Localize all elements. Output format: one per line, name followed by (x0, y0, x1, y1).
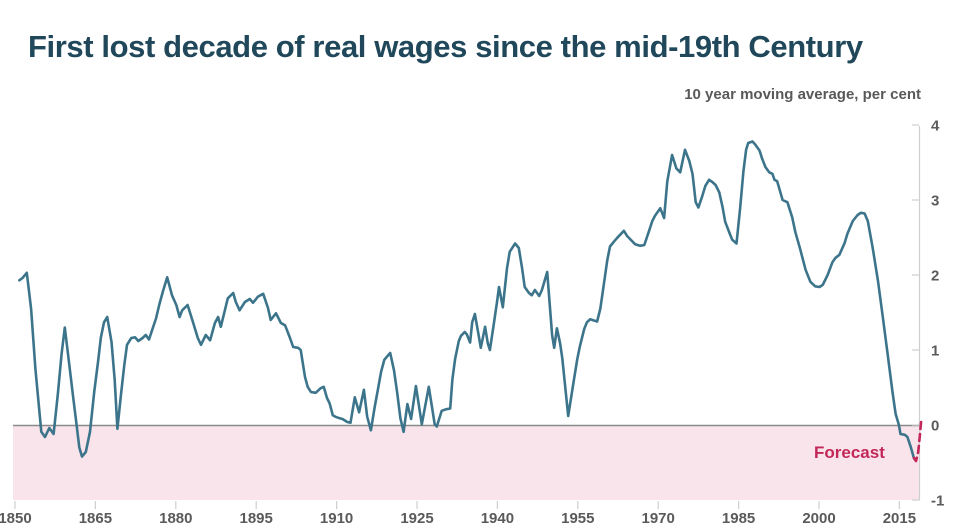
y-tick-label: 3 (931, 193, 939, 210)
negative-region-shading (13, 426, 919, 500)
y-tick-label: -1 (931, 493, 944, 510)
forecast-line (912, 417, 923, 463)
x-tick-label: 2015 (883, 510, 916, 527)
y-tick-label: 1 (931, 343, 939, 360)
x-tick-label: 1895 (240, 510, 273, 527)
x-tick-label: 1865 (79, 510, 112, 527)
x-tick-label: 1880 (159, 510, 192, 527)
x-tick-label: 1850 (0, 510, 32, 527)
x-tick-label: 2000 (802, 510, 835, 527)
x-tick-label: 1955 (561, 510, 594, 527)
chart-title: First lost decade of real wages since th… (28, 28, 863, 64)
real-wages-line (18, 140, 916, 460)
chart-subtitle: 10 year moving average, per cent (684, 86, 921, 103)
y-tick-label: 4 (931, 118, 940, 135)
x-tick-label: 1925 (400, 510, 433, 527)
y-tick-label: 2 (931, 268, 939, 285)
forecast-label: Forecast (814, 443, 885, 462)
x-tick-label: 1910 (320, 510, 353, 527)
x-tick-label: 1970 (642, 510, 675, 527)
x-tick-label: 1985 (722, 510, 755, 527)
y-tick-label: 0 (931, 418, 939, 435)
x-tick-label: 1940 (481, 510, 514, 527)
